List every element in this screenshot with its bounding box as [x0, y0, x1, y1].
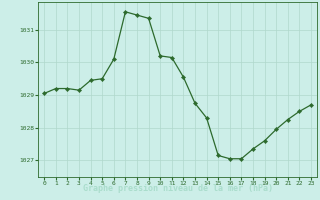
Text: Graphe pression niveau de la mer (hPa): Graphe pression niveau de la mer (hPa)	[83, 184, 273, 193]
